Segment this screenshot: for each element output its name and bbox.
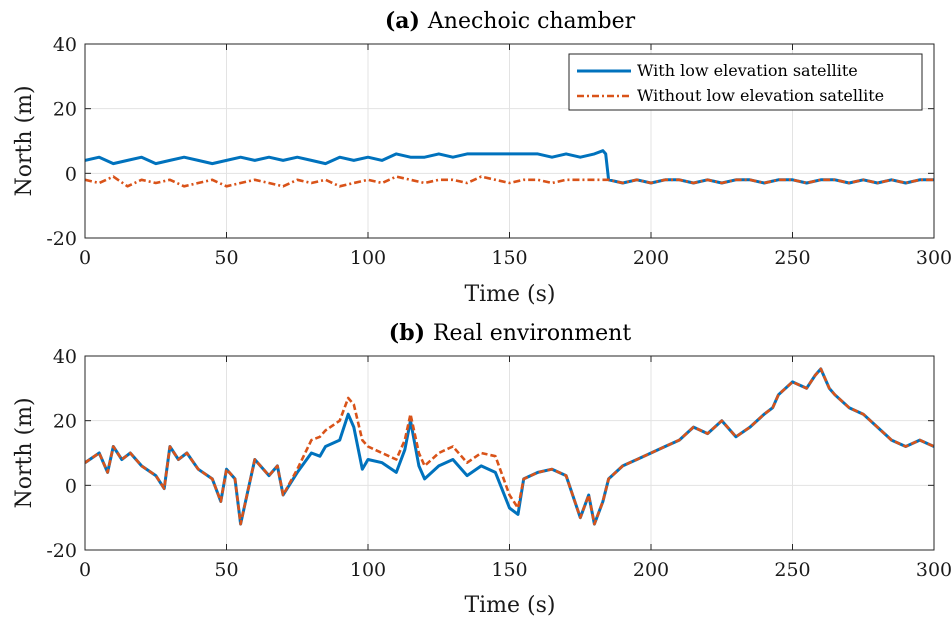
series-group [85,149,934,188]
chart-title-a: (a) Anechoic chamber [385,8,636,34]
x-axis-label-a: Time (s) [464,282,555,307]
legend-label: Without low elevation satellite [637,86,884,105]
y-tick-label: 0 [65,163,77,185]
x-tick-label: 0 [79,247,91,269]
x-tick-label: 300 [916,559,952,581]
y-tick-label: -20 [46,540,77,562]
chart-title-a-bold: (a) [385,8,420,34]
panel-a: (a) Anechoic chamber Time (s) North (m) 0… [12,8,952,307]
x-tick-label: 50 [214,247,238,269]
x-tick-label: 300 [916,247,952,269]
x-tick-label: 0 [79,559,91,581]
x-tick-label: 250 [774,559,810,581]
x-tick-label: 100 [350,247,386,269]
chart-title-b: (b) Real environment [389,320,632,346]
x-axis-label-b: Time (s) [464,593,555,618]
y-tick-label: 20 [53,99,77,121]
y-tick-label: 20 [53,411,77,433]
y-axis-label-b: North (m) [12,397,37,508]
legend: With low elevation satellite Without low … [568,53,923,111]
x-tick-label: 150 [491,559,527,581]
chart-title-a-text: Anechoic chamber [427,9,636,34]
x-tick-label: 200 [633,247,669,269]
y-axis-label-a: North (m) [12,85,37,196]
x-tick-label: 200 [633,559,669,581]
x-tick-label: 50 [214,559,238,581]
legend-label: With low elevation satellite [637,61,858,80]
y-tick-label: 40 [53,346,77,368]
series-line-with-low-elevation [85,149,934,185]
x-tick-label: 150 [491,247,527,269]
x-tick-label: 250 [774,247,810,269]
panel-b: (b) Real environment Time (s) North (m) 0… [12,320,952,618]
y-tick-label: -20 [46,228,77,250]
series-group [85,367,934,526]
y-tick-label: 40 [53,34,77,56]
series-line-without-low-elevation [85,175,934,188]
x-tick-label: 100 [350,559,386,581]
series-line-without-low-elevation [85,367,934,526]
y-tick-label: 0 [65,475,77,497]
legend-box [568,53,923,111]
chart-title-b-bold: (b) [389,320,425,346]
chart-title-b-text: Real environment [433,321,631,346]
